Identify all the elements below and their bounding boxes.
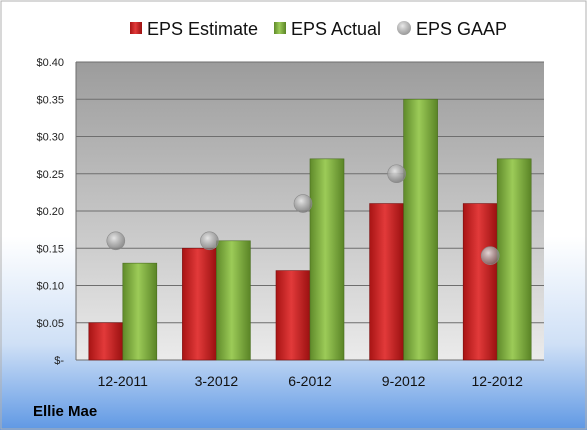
estimate-bar <box>275 270 311 361</box>
x-axis-ticks: 12-2011 3-2012 6-2012 9-2012 12-2012 <box>98 373 523 389</box>
estimate-bar <box>182 247 217 361</box>
y-tick-label: $0.05 <box>36 318 64 330</box>
legend-label-gaap: EPS GAAP <box>416 19 507 39</box>
actual-bar <box>309 158 345 361</box>
legend-swatch-gaap <box>397 21 411 35</box>
gaap-marker <box>293 194 313 213</box>
y-tick-label: $0.35 <box>36 94 64 106</box>
y-axis-ticks: $- $0.05 $0.10 $0.15 $0.20 $0.25 $0.30 $0.35 $0.… <box>36 57 64 367</box>
y-tick-label: $- <box>54 355 64 367</box>
estimate-bar <box>369 203 404 361</box>
legend-item-gaap: EPS GAAP <box>397 19 507 39</box>
y-tick-label: $0.10 <box>36 281 64 293</box>
actual-bar <box>122 262 158 361</box>
x-tick-label: 6-2012 <box>288 373 332 389</box>
estimate-bar <box>88 322 124 361</box>
gaap-marker <box>387 164 406 184</box>
legend: EPS Estimate EPS Actual EPS GAAP <box>130 19 507 39</box>
x-tick-label: 9-2012 <box>382 373 426 389</box>
actual-bar <box>216 240 251 361</box>
y-tick-label: $0.30 <box>36 132 64 144</box>
x-tick-label: 12-2011 <box>98 373 149 389</box>
legend-swatch-actual <box>274 22 286 34</box>
gaap-marker <box>480 246 500 265</box>
x-tick-label: 12-2012 <box>472 373 524 389</box>
gaap-marker <box>200 231 219 251</box>
gaap-markers <box>106 164 500 265</box>
actual-bar <box>496 158 532 361</box>
y-tick-label: $0.40 <box>36 57 64 69</box>
y-tick-label: $0.25 <box>36 169 64 181</box>
x-tick-label: 3-2012 <box>195 373 239 389</box>
legend-item-estimate: EPS Estimate <box>130 19 258 39</box>
gaap-marker <box>106 231 126 251</box>
estimate-bar <box>462 203 498 361</box>
actual-bar <box>403 98 438 361</box>
legend-label-actual: EPS Actual <box>291 19 381 39</box>
y-tick-label: $0.20 <box>36 206 64 218</box>
company-name: Ellie Mae <box>33 403 97 420</box>
y-tick-label: $0.15 <box>36 243 64 255</box>
legend-swatch-estimate <box>130 22 142 34</box>
legend-item-actual: EPS Actual <box>274 19 381 39</box>
bars <box>88 98 532 361</box>
legend-label-estimate: EPS Estimate <box>147 19 258 39</box>
